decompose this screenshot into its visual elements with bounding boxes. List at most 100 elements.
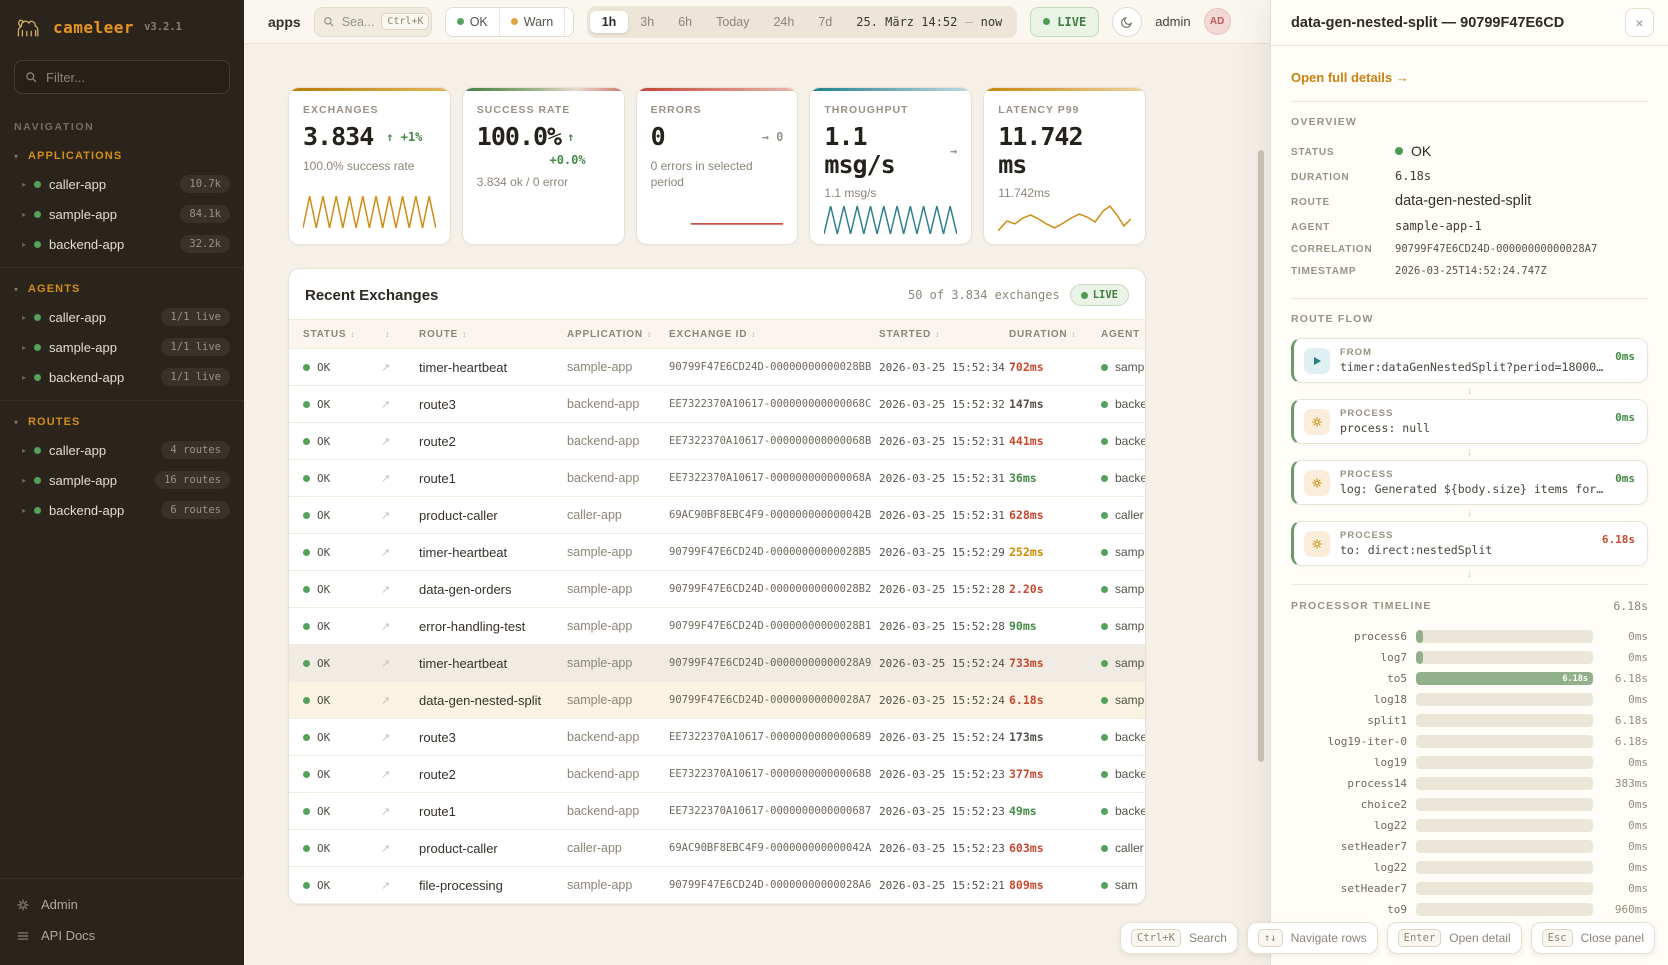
- table-row[interactable]: OK ↗ route3 backend-app EE7322370A10617-…: [289, 719, 1145, 756]
- sidebar-item[interactable]: ▸ backend-app 6 routes: [0, 495, 244, 525]
- status-filter[interactable]: E: [565, 8, 573, 36]
- step-duration: 0ms: [1615, 411, 1635, 424]
- expand-icon[interactable]: ↗: [381, 583, 391, 596]
- expand-icon[interactable]: ↗: [381, 768, 391, 781]
- expand-icon[interactable]: ↗: [381, 472, 391, 485]
- expand-icon[interactable]: ↗: [381, 657, 391, 670]
- vertical-scrollbar[interactable]: [1258, 150, 1264, 762]
- timeline-bar: [1416, 630, 1424, 643]
- avatar[interactable]: AD: [1203, 8, 1231, 35]
- section-header-routes[interactable]: ▾ ROUTES: [0, 409, 244, 435]
- expand-icon[interactable]: ↗: [381, 842, 391, 855]
- flow-step[interactable]: FROM timer:dataGenNestedSplit?period=180…: [1291, 338, 1648, 383]
- expand-icon[interactable]: ↗: [381, 546, 391, 559]
- sidebar-item[interactable]: ▸ caller-app 1/1 live: [0, 302, 244, 332]
- chevron-right-icon: ▸: [22, 209, 27, 219]
- sidebar-item[interactable]: ▸ sample-app 84.1k: [0, 199, 244, 229]
- column-header-duration[interactable]: DURATION ↕: [1009, 328, 1077, 340]
- table-row[interactable]: OK ↗ product-caller caller-app 69AC90BF8…: [289, 497, 1145, 534]
- time-range-button[interactable]: Today: [716, 14, 750, 29]
- arrow-down-icon: ↓: [1466, 568, 1473, 580]
- time-range-button[interactable]: 7d: [818, 14, 833, 29]
- live-toggle[interactable]: LIVE: [1030, 6, 1100, 37]
- expand-icon[interactable]: ↗: [381, 361, 391, 374]
- table-row[interactable]: OK ↗ route3 backend-app EE7322370A10617-…: [289, 386, 1145, 423]
- column-header-status[interactable]: STATUS ↕: [303, 328, 356, 340]
- column-header-started[interactable]: STARTED ↕: [879, 328, 941, 340]
- time-range-button[interactable]: 1h: [589, 10, 629, 33]
- expand-icon[interactable]: ↗: [381, 398, 391, 411]
- status-filter[interactable]: OK: [446, 7, 500, 36]
- table-row[interactable]: OK ↗ timer-heartbeat sample-app 90799F47…: [289, 534, 1145, 571]
- table-row[interactable]: OK ↗ route1 backend-app EE7322370A10617-…: [289, 793, 1145, 830]
- table-row[interactable]: OK ↗ route2 backend-app EE7322370A10617-…: [289, 756, 1145, 793]
- open-full-details-link[interactable]: Open full details →: [1291, 70, 1409, 85]
- time-range-button[interactable]: 24h: [773, 14, 795, 29]
- column-header-agent[interactable]: AGENT: [1101, 328, 1140, 340]
- table-row[interactable]: OK ↗ error-handling-test sample-app 9079…: [289, 608, 1145, 645]
- timeline-row: log19-iter-0 6.18s: [1291, 731, 1648, 752]
- sidebar-filter[interactable]: [14, 60, 230, 94]
- flow-step[interactable]: PROCESS to: direct:nestedSplit 6.18s: [1291, 521, 1648, 566]
- date-range[interactable]: 25. März 14:52 — now: [844, 15, 1014, 29]
- table-row[interactable]: OK ↗ route1 backend-app EE7322370A10617-…: [289, 460, 1145, 497]
- table-row[interactable]: OK ↗ timer-heartbeat sample-app 90799F47…: [289, 349, 1145, 386]
- list-icon: [17, 931, 29, 940]
- shortcut-key: ↑↓: [1257, 929, 1283, 947]
- shortcut-label: Search: [1188, 931, 1227, 945]
- metric-subtitle: 11.742ms: [998, 186, 1050, 200]
- expand-icon[interactable]: ↗: [381, 509, 391, 522]
- table-row[interactable]: OK ↗ route2 backend-app EE7322370A10617-…: [289, 423, 1145, 460]
- sidebar-item[interactable]: ▸ backend-app 1/1 live: [0, 362, 244, 392]
- sidebar-item[interactable]: ▸ caller-app 10.7k: [0, 169, 244, 199]
- sidebar-item-label: backend-app: [49, 502, 125, 518]
- status-filter[interactable]: Warn: [500, 7, 566, 36]
- column-header-expand[interactable]: ↕: [381, 329, 419, 339]
- table-row[interactable]: OK ↗ data-gen-orders sample-app 90799F47…: [289, 571, 1145, 608]
- agent-cell: sample: [1101, 545, 1145, 559]
- arrow-down-icon: ↓: [1466, 446, 1473, 458]
- sidebar-item-api-docs[interactable]: API Docs: [0, 920, 244, 951]
- filter-input[interactable]: [46, 69, 219, 85]
- table-row[interactable]: OK ↗ data-gen-nested-split sample-app 90…: [289, 682, 1145, 719]
- close-icon[interactable]: ×: [1625, 8, 1654, 37]
- sidebar-item[interactable]: ▸ sample-app 1/1 live: [0, 332, 244, 362]
- column-header-route[interactable]: ROUTE ↕: [419, 328, 468, 340]
- sidebar-item-admin[interactable]: Admin: [0, 889, 244, 920]
- expand-icon[interactable]: ↗: [381, 435, 391, 448]
- table-row[interactable]: OK ↗ file-processing sample-app 90799F47…: [289, 867, 1145, 904]
- theme-toggle[interactable]: [1112, 6, 1143, 37]
- duration-cell: 377ms: [1009, 767, 1044, 781]
- divider: [1291, 584, 1648, 585]
- sidebar-item-label: sample-app: [49, 472, 117, 488]
- sidebar-item[interactable]: ▸ sample-app 16 routes: [0, 465, 244, 495]
- timeline-track: [1416, 798, 1593, 811]
- flow-step[interactable]: PROCESS process: null 0ms: [1291, 399, 1648, 444]
- section-header-applications[interactable]: ▾ APPLICATIONS: [0, 143, 244, 169]
- table-row[interactable]: OK ↗ timer-heartbeat sample-app 90799F47…: [289, 645, 1145, 682]
- expand-icon[interactable]: ↗: [381, 694, 391, 707]
- column-header-exchange-id[interactable]: EXCHANGE ID ↕: [669, 328, 757, 340]
- global-search[interactable]: Sea... Ctrl+K: [313, 6, 432, 37]
- expand-icon[interactable]: ↗: [381, 879, 391, 892]
- expand-icon[interactable]: ↗: [381, 805, 391, 818]
- sidebar-item[interactable]: ▸ caller-app 4 routes: [0, 435, 244, 465]
- time-range-button[interactable]: 3h: [640, 14, 655, 29]
- flow-step[interactable]: PROCESS log: Generated ${body.size} item…: [1291, 460, 1648, 505]
- search-icon: [323, 16, 334, 27]
- shortcut-hint: Ctrl+K Search: [1120, 922, 1238, 954]
- nav-section-label: NAVIGATION: [14, 121, 95, 133]
- route-flow-list: FROM timer:dataGenNestedSplit?period=180…: [1291, 338, 1648, 582]
- expand-icon[interactable]: ↗: [381, 731, 391, 744]
- column-header-application[interactable]: APPLICATION ↕: [567, 328, 652, 340]
- ok-dot-icon: [303, 585, 310, 593]
- metric-card-success-rate: SUCCESS RATE 100.0% ↑ +0.0% 3.834 ok / 0…: [461, 87, 625, 245]
- route-cell: route2: [419, 766, 456, 782]
- sidebar-item[interactable]: ▸ backend-app 32.2k: [0, 229, 244, 259]
- time-range-button[interactable]: 6h: [678, 14, 693, 29]
- step-duration: 0ms: [1615, 472, 1635, 485]
- expand-icon[interactable]: ↗: [381, 620, 391, 633]
- route-cell: product-caller: [419, 840, 498, 856]
- table-row[interactable]: OK ↗ product-caller caller-app 69AC90BF8…: [289, 830, 1145, 867]
- section-header-agents[interactable]: ▾ AGENTS: [0, 276, 244, 302]
